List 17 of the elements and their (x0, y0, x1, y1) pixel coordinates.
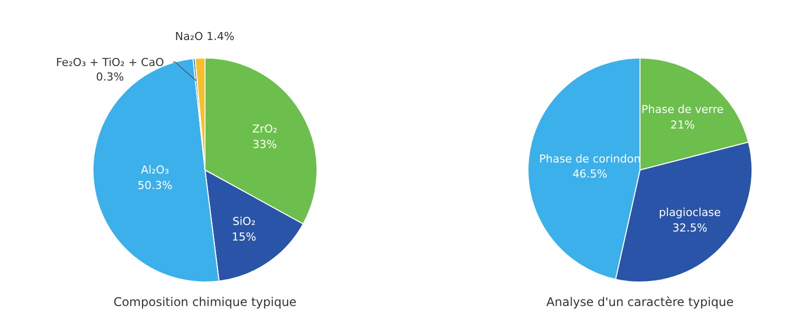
data-label: 33% (252, 138, 277, 151)
slice-label: Al₂O₃ (140, 164, 169, 177)
slice-label: Fe₂O₃ + TiO₂ + CaO (56, 56, 164, 69)
data-label: 15% (232, 230, 256, 244)
data-label: 21% (670, 118, 695, 132)
data-label: 32.5% (672, 222, 708, 235)
slice-label: ZrO₂ (252, 122, 278, 136)
data-label: 50.3% (137, 179, 172, 192)
data-label: 46.5% (572, 168, 608, 181)
slice-label: Phase de verre (641, 102, 724, 116)
slice-label: plagioclase (658, 206, 722, 220)
slice-label: Na₂O 1.4% (175, 30, 234, 43)
slice-label: Phase de corindon (539, 152, 641, 166)
text: Analyse d'un caractère typique (546, 295, 734, 309)
slice-label: SiO₂ (232, 215, 256, 228)
text: Composition chimique typique (113, 295, 297, 309)
data-label: 0.3% (96, 70, 124, 84)
